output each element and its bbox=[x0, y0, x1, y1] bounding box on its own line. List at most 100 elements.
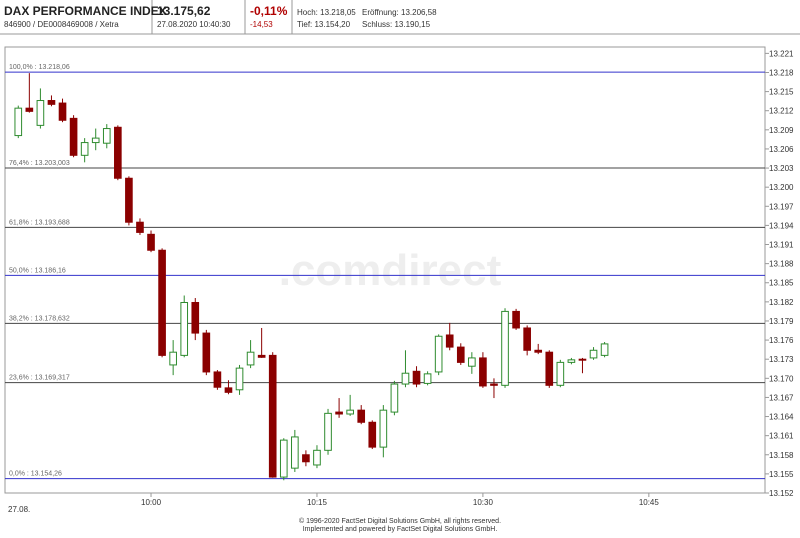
candle-body bbox=[69, 117, 78, 156]
x-tick-label: 10:45 bbox=[639, 498, 660, 507]
candle-body bbox=[202, 332, 211, 373]
candle-body bbox=[490, 383, 498, 386]
y-tick-label: 13.170 bbox=[769, 374, 794, 383]
candle-body bbox=[147, 233, 155, 251]
candle-body bbox=[479, 357, 487, 387]
candle-body bbox=[335, 411, 343, 415]
header-price: 13.175,62 bbox=[157, 4, 211, 18]
candle-body bbox=[600, 343, 609, 356]
candle-body bbox=[291, 436, 299, 469]
y-tick-label: 13.191 bbox=[769, 241, 794, 250]
y-tick-label: 13.182 bbox=[769, 298, 794, 307]
candle-body bbox=[169, 351, 177, 366]
candle-body bbox=[158, 249, 166, 356]
header-open: Eröffnung: 13.206,58 bbox=[362, 8, 437, 17]
candle-body bbox=[91, 137, 100, 144]
header-low: Tief: 13.154,20 bbox=[297, 20, 351, 29]
candle-body bbox=[523, 327, 531, 351]
candle-body bbox=[501, 310, 509, 386]
y-tick-label: 13.167 bbox=[769, 393, 794, 402]
plot-frame bbox=[4, 46, 766, 494]
candle-body bbox=[357, 409, 366, 423]
header-ids: 846900 / DE0008469008 / Xetra bbox=[4, 20, 119, 29]
candle-body bbox=[36, 100, 45, 126]
candle-body bbox=[80, 142, 89, 156]
candle-body bbox=[268, 354, 277, 478]
candle-body bbox=[412, 370, 421, 385]
y-tick-label: 13.200 bbox=[769, 183, 794, 192]
y-tick-label: 13.155 bbox=[769, 470, 794, 479]
candle-body bbox=[390, 383, 399, 413]
header-timestamp: 27.08.2020 10:40:30 bbox=[157, 20, 231, 29]
y-tick-label: 13.152 bbox=[769, 489, 794, 498]
fib-label: 38,2% : 13.178,632 bbox=[9, 315, 70, 322]
y-tick-label: 13.173 bbox=[769, 355, 794, 364]
y-tick-label: 13.158 bbox=[769, 451, 794, 460]
header-change-pct: -0,11% bbox=[250, 4, 288, 18]
candle-body bbox=[136, 221, 144, 233]
y-tick-label: 13.188 bbox=[769, 260, 794, 269]
y-tick-label: 13.203 bbox=[769, 164, 794, 173]
footer-line: © 1996-2020 FactSet Digital Solutions Gm… bbox=[299, 517, 501, 525]
y-tick-label: 13.197 bbox=[769, 202, 794, 211]
candle-body bbox=[556, 361, 565, 386]
candle-body bbox=[114, 126, 122, 179]
y-tick-label: 13.218 bbox=[769, 68, 794, 77]
candle-body bbox=[368, 421, 377, 448]
x-tick-label: 10:30 bbox=[473, 498, 494, 507]
header-title: DAX PERFORMANCE INDEX bbox=[4, 4, 167, 18]
candle-body bbox=[246, 351, 255, 366]
candle-body bbox=[379, 409, 388, 448]
footer-line: Implemented and powered by FactSet Digit… bbox=[303, 526, 498, 533]
y-tick-label: 13.209 bbox=[769, 126, 794, 135]
candle-body bbox=[58, 102, 67, 121]
candle-body bbox=[567, 359, 576, 363]
candle-body bbox=[434, 335, 443, 373]
candle-body bbox=[235, 367, 244, 391]
candle-body bbox=[313, 449, 321, 466]
candle-body bbox=[456, 346, 465, 363]
y-tick-label: 13.221 bbox=[769, 49, 794, 58]
y-tick-label: 13.179 bbox=[769, 317, 794, 326]
candle-body bbox=[589, 349, 598, 359]
candle-body bbox=[578, 358, 587, 361]
candle-body bbox=[324, 412, 332, 451]
candle-body bbox=[14, 107, 23, 137]
candle-body bbox=[545, 351, 554, 386]
candle-body bbox=[534, 349, 543, 353]
y-tick-label: 13.176 bbox=[769, 336, 794, 345]
header-close: Schluss: 13.190,15 bbox=[362, 20, 431, 29]
candle-body bbox=[512, 310, 520, 329]
x-tick-label: 10:15 bbox=[307, 498, 328, 507]
y-tick-label: 13.164 bbox=[769, 413, 794, 422]
y-tick-label: 13.215 bbox=[769, 88, 794, 97]
y-tick-label: 13.185 bbox=[769, 279, 794, 288]
candle-body bbox=[25, 107, 34, 112]
fib-label: 0,0% : 13.154,26 bbox=[9, 471, 62, 478]
candle-body bbox=[102, 128, 111, 144]
candle-body bbox=[213, 371, 222, 388]
fib-label: 50,0% : 13.186,16 bbox=[9, 267, 66, 274]
y-tick-label: 13.194 bbox=[769, 221, 794, 230]
fib-label: 100,0% : 13.218,06 bbox=[9, 64, 70, 71]
candle-body bbox=[180, 301, 189, 356]
header-change-abs: -14,53 bbox=[250, 20, 273, 29]
candle-body bbox=[279, 439, 288, 478]
fib-label: 61,8% : 13.193,688 bbox=[9, 219, 70, 226]
header-high: Hoch: 13.218,05 bbox=[297, 8, 356, 17]
y-tick-label: 13.212 bbox=[769, 107, 794, 116]
x-tick-label: 10:00 bbox=[141, 498, 162, 507]
y-tick-label: 13.161 bbox=[769, 432, 794, 441]
candle-body bbox=[125, 177, 133, 223]
date-label: 27.08. bbox=[8, 505, 30, 514]
candle-body bbox=[257, 354, 266, 358]
candle-body bbox=[47, 100, 56, 105]
y-tick-label: 13.206 bbox=[769, 145, 794, 154]
candle-body bbox=[468, 357, 476, 367]
candle-body bbox=[224, 387, 233, 393]
watermark: .comdirect bbox=[279, 246, 502, 295]
candle-body bbox=[302, 454, 310, 463]
candle-body bbox=[445, 334, 454, 348]
